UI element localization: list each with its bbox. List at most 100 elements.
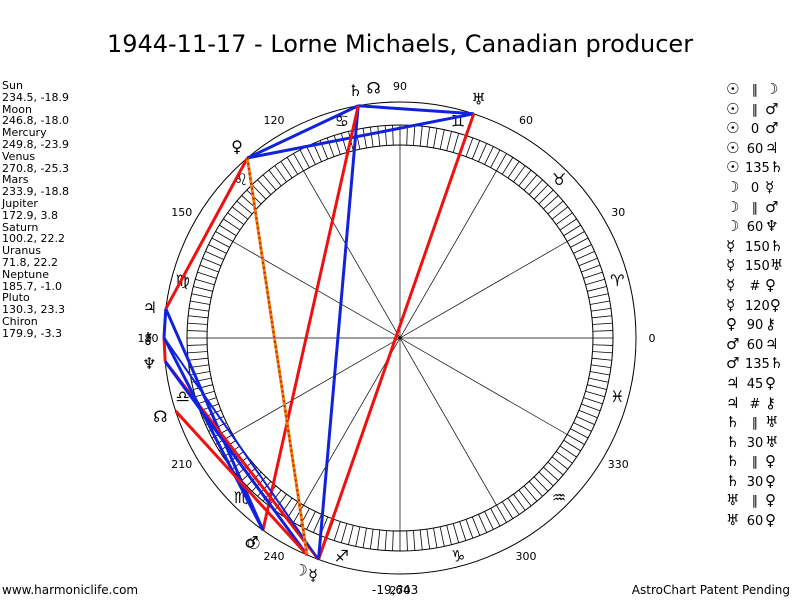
band-tick xyxy=(231,206,249,220)
band-tick xyxy=(490,149,501,168)
band-tick xyxy=(533,476,549,492)
aspect-planet-b: ♃ xyxy=(765,138,779,157)
aspect-planet-b: ♅ xyxy=(769,256,784,275)
aspect-line xyxy=(317,105,360,560)
band-tick xyxy=(333,135,341,155)
position-name: Sun xyxy=(2,79,23,92)
aspect-planet-b: ♀ xyxy=(765,491,776,510)
website-link[interactable]: www.harmoniclife.com xyxy=(2,583,139,597)
aspect-row: ☽ 60 ♆ xyxy=(726,217,800,237)
aspect-row: ☽ 0 ☿ xyxy=(726,178,800,198)
band-tick xyxy=(433,527,438,548)
aspect-planet-b: ♄ xyxy=(769,158,784,177)
aspect-planet-a: ☿ xyxy=(726,275,736,294)
aspect-planet-b: ♅ xyxy=(765,413,779,432)
aspect-planet-b: ♀ xyxy=(765,373,776,392)
footer-value: -19,643 xyxy=(372,583,419,597)
band-tick xyxy=(566,434,585,445)
band-tick xyxy=(384,125,387,146)
aspect-line xyxy=(317,113,476,560)
aspect-line xyxy=(174,409,309,556)
aspect-type: 135 xyxy=(745,161,770,177)
band-tick xyxy=(478,514,488,533)
aspect-planet-a: ♃ xyxy=(726,393,740,412)
aspect-type: 0 xyxy=(750,122,760,138)
band-tick xyxy=(528,179,543,195)
band-tick xyxy=(377,529,381,550)
band-tick xyxy=(559,445,577,458)
band-tick xyxy=(299,149,310,168)
band-tick xyxy=(208,244,227,254)
mercury-icon: ☿ xyxy=(308,566,318,585)
position-value: 249.8, -23.9 xyxy=(2,137,69,151)
parallel-aspect-dots xyxy=(246,157,309,556)
band-tick xyxy=(518,489,532,507)
band-tick xyxy=(588,293,609,299)
position-value: 71.8, 22.2 xyxy=(2,255,58,269)
band-tick xyxy=(484,511,494,530)
aspect-planet-b: ♃ xyxy=(765,334,779,353)
aspect-type: 30 xyxy=(746,474,764,490)
band-tick xyxy=(211,237,230,248)
band-tick xyxy=(426,127,431,147)
band-tick xyxy=(538,471,554,487)
band-tick xyxy=(459,521,467,541)
aspect-type: ∥ xyxy=(751,83,759,98)
aspect-row: ☉ ∥ ♂ xyxy=(726,100,800,120)
aspect-type: 150 xyxy=(745,239,770,255)
aspect-type: ∥ xyxy=(751,494,759,510)
band-tick xyxy=(262,174,277,191)
aspect-row: ☉ ∥ ☽ xyxy=(726,80,800,100)
aspect-planet-a: ☽ xyxy=(726,217,740,236)
band-tick xyxy=(312,514,322,533)
aspect-row: ☉ 0 ♂ xyxy=(726,119,800,139)
aspect-planet-a: ♂ xyxy=(726,334,740,353)
aspect-type: 90 xyxy=(746,318,764,334)
band-tick xyxy=(274,165,287,183)
band-tick xyxy=(219,224,237,237)
position-name: Venus xyxy=(2,149,36,163)
sun-icon: ☉ xyxy=(246,534,260,553)
aspect-row: ♂ 135♄ xyxy=(726,354,800,374)
aspect-row: ♂ 60 ♃ xyxy=(726,335,800,355)
band-tick xyxy=(369,127,374,147)
band-tick xyxy=(439,129,445,150)
aspect-planet-a: ♂ xyxy=(726,354,740,373)
aspect-row: ♄ 30 ♀ xyxy=(726,472,800,492)
aspect-line xyxy=(162,337,167,362)
aspect-planet-a: ♄ xyxy=(726,413,740,432)
band-tick xyxy=(587,384,607,390)
moon-icon: ☽ xyxy=(294,561,308,580)
aspect-line xyxy=(162,336,265,531)
aspect-row: ♅ ∥ ♀ xyxy=(726,491,800,511)
band-tick xyxy=(193,384,213,390)
position-value: 100.2, 22.2 xyxy=(2,232,65,246)
band-tick xyxy=(199,264,219,273)
band-tick xyxy=(551,456,569,470)
band-tick xyxy=(377,126,381,147)
aspect-row: ♀ 90 ⚷ xyxy=(726,315,800,335)
band-tick xyxy=(195,278,215,286)
band-tick xyxy=(446,525,452,545)
position-name: Uranus xyxy=(2,244,41,258)
band-tick xyxy=(523,485,538,502)
band-tick xyxy=(392,530,394,551)
aspect-list: ☉ ∥ ☽ ☉ ∥ ♂ ☉ 0 ♂ ☉ 60 ♃ ☉ 135♄ ☽ 0 ☿ ☽ ∥ ♂ ☽ 60 ♆ ☿ 150♄ ☿ 150♅ ☿ #… xyxy=(726,80,800,531)
band-tick xyxy=(340,133,348,153)
aspect-planet-b: ♂ xyxy=(765,99,779,118)
band-tick xyxy=(193,286,213,292)
band-tick xyxy=(202,257,222,267)
aspect-row: ☿ 150♅ xyxy=(726,256,800,276)
aspect-planet-b: ♀ xyxy=(765,275,776,294)
band-tick xyxy=(465,137,474,157)
degree-label: 60 xyxy=(519,114,533,127)
band-tick xyxy=(591,307,611,312)
band-tick xyxy=(188,315,209,319)
band-tick xyxy=(187,351,208,354)
aspect-planet-a: ☿ xyxy=(726,295,736,314)
band-tick xyxy=(578,409,598,419)
band-tick xyxy=(513,165,526,183)
aspect-planet-a: ☽ xyxy=(726,177,740,196)
band-tick xyxy=(268,169,282,187)
aspect-planet-a: ♅ xyxy=(726,511,740,530)
